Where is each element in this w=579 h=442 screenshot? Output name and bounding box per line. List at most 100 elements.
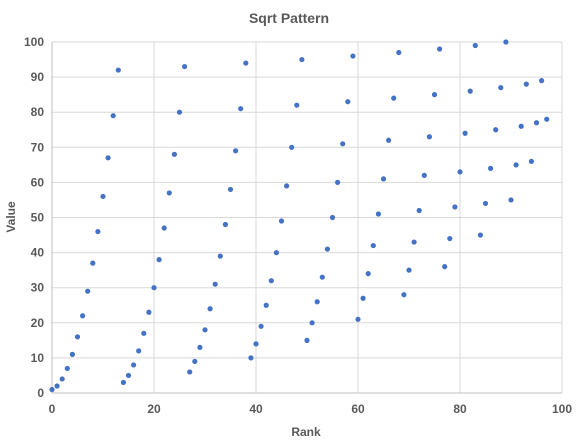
data-point: [391, 95, 397, 101]
data-point: [386, 137, 392, 143]
x-tick-label: 100: [552, 402, 572, 416]
data-point: [335, 179, 341, 185]
data-point: [85, 288, 91, 294]
data-point: [284, 183, 290, 189]
data-point: [324, 246, 330, 252]
data-point: [197, 344, 203, 350]
data-point: [278, 218, 285, 224]
data-point: [406, 267, 412, 273]
data-point: [217, 253, 223, 259]
data-point: [120, 379, 126, 386]
y-tick-label: 100: [24, 35, 44, 49]
data-point: [447, 235, 453, 242]
data-point: [289, 144, 295, 150]
data-point: [442, 264, 448, 270]
data-point: [59, 376, 65, 382]
y-tick-label: 80: [31, 105, 45, 119]
data-point: [294, 102, 300, 108]
data-point: [207, 306, 213, 312]
data-point: [258, 323, 264, 329]
data-point: [329, 214, 336, 221]
data-point: [95, 228, 101, 235]
data-point: [64, 365, 70, 372]
data-point: [299, 56, 305, 63]
y-tick-label: 50: [31, 211, 45, 225]
data-point: [151, 285, 157, 291]
data-point: [314, 299, 320, 305]
data-point: [273, 250, 279, 256]
data-point: [233, 148, 239, 154]
data-point: [340, 141, 346, 147]
x-tick-label: 0: [49, 402, 56, 416]
y-tick-label: 90: [31, 70, 45, 84]
data-point: [80, 313, 86, 319]
data-point: [370, 242, 376, 249]
data-point: [452, 204, 458, 210]
y-tick-label: 20: [31, 316, 45, 330]
data-point: [345, 99, 351, 105]
data-point: [411, 239, 417, 245]
data-points: [49, 39, 550, 393]
x-tick-label: 80: [453, 402, 467, 416]
data-point: [365, 271, 371, 277]
data-point: [462, 130, 468, 136]
y-tick-label: 40: [31, 246, 45, 260]
data-point: [115, 67, 121, 73]
y-axis-label: Value: [4, 201, 18, 233]
data-point: [243, 60, 249, 66]
data-point: [544, 116, 550, 122]
data-point: [105, 155, 111, 161]
data-point: [192, 358, 198, 365]
data-point: [176, 109, 183, 115]
data-point: [401, 292, 407, 298]
gridlines: [52, 41, 563, 393]
data-point: [508, 197, 514, 203]
data-point: [375, 211, 381, 217]
x-axis-label: Rank: [291, 425, 321, 439]
data-point: [539, 78, 545, 84]
data-point: [161, 225, 167, 231]
chart-title: Sqrt Pattern: [249, 10, 329, 26]
data-point: [182, 63, 188, 70]
data-point: [131, 362, 137, 368]
data-point: [309, 320, 315, 326]
data-point: [304, 337, 310, 343]
data-point: [528, 158, 535, 164]
data-point: [74, 334, 81, 340]
y-tick-label: 70: [31, 140, 45, 154]
data-point: [498, 85, 504, 91]
data-point: [355, 316, 361, 322]
y-tick-label: 30: [31, 281, 45, 295]
data-point: [125, 372, 132, 379]
x-tick-label: 20: [147, 402, 161, 416]
axes: [51, 42, 562, 394]
data-point: [248, 355, 254, 361]
data-point: [69, 351, 75, 357]
data-point: [396, 49, 402, 56]
x-axis-ticks: 0 20 40 60 80 100: [49, 402, 573, 416]
data-point: [523, 81, 529, 87]
data-point: [49, 386, 55, 393]
data-point: [212, 281, 218, 287]
data-point: [141, 330, 147, 336]
data-point: [268, 278, 274, 284]
data-point: [488, 165, 494, 171]
data-point: [513, 162, 519, 168]
data-point: [477, 232, 483, 238]
data-point: [426, 134, 432, 140]
y-tick-label: 60: [31, 175, 45, 189]
data-point: [533, 120, 540, 126]
data-point: [518, 123, 524, 129]
y-tick-label: 10: [31, 351, 45, 365]
data-point: [187, 369, 193, 375]
data-point: [482, 200, 489, 207]
data-point: [493, 127, 499, 133]
data-point: [146, 309, 152, 315]
data-point: [156, 257, 162, 263]
data-point: [136, 348, 142, 354]
data-point: [171, 151, 177, 157]
data-point: [110, 113, 116, 119]
data-point: [360, 295, 366, 301]
data-point: [222, 221, 228, 228]
